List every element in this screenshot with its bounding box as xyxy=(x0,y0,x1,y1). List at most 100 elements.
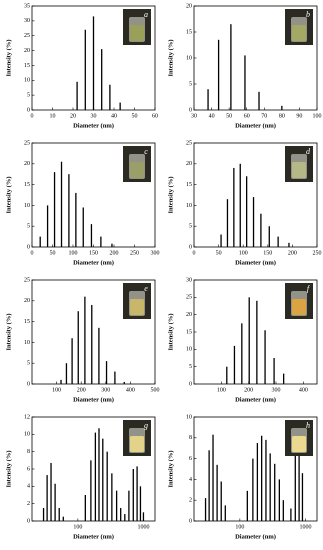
y-axis-label: Intensity (%) xyxy=(5,39,12,76)
x-tick-label: 0 xyxy=(31,250,34,256)
y-tick-label: 15 xyxy=(186,182,192,188)
vial-liquid xyxy=(130,25,144,41)
y-tick-label: 20 xyxy=(186,312,192,318)
plot-frame xyxy=(193,416,318,522)
y-tick-label: 25 xyxy=(24,277,30,283)
y-tick-label: 15 xyxy=(186,329,192,335)
x-axis-label: Diameter (nm) xyxy=(73,533,114,540)
y-tick-label: 30 xyxy=(186,277,192,283)
y-tick-label: 5 xyxy=(27,93,30,99)
panel: 0 5 10 15 20 25 100 200 300 400 500 Diameter (nm) In… xyxy=(5,277,159,403)
y-axis-label: Intensity (%) xyxy=(5,313,12,350)
x-tick-label: 30 xyxy=(91,113,97,119)
x-tick-label: 200 xyxy=(288,250,297,256)
y-tick-label: 20 xyxy=(24,48,30,54)
x-tick-label: 0 xyxy=(193,250,196,256)
x-tick-label: 10 xyxy=(50,113,56,119)
x-tick-label: 150 xyxy=(89,250,98,256)
y-tick-label: 20 xyxy=(24,161,30,167)
panel: 0 5 10 15 20 30 40 50 60 70 80 90 100 Diameter (nm) In… xyxy=(167,3,321,129)
y-tick-label: 6 xyxy=(189,456,192,462)
y-tick-label: 0 xyxy=(27,518,30,524)
y-tick-label: 0 xyxy=(189,244,192,250)
vial-liquid xyxy=(130,299,144,315)
panel-label: h xyxy=(306,421,310,430)
y-tick-label: 35 xyxy=(24,3,30,9)
panel-label: b xyxy=(306,10,310,19)
panel-label: f xyxy=(307,284,311,293)
y-tick-label: 10 xyxy=(186,414,192,420)
x-tick-label: 60 xyxy=(152,113,158,119)
x-tick-label: 70 xyxy=(261,113,267,119)
x-tick-label: 1000 xyxy=(137,524,149,530)
panel: 0 5 10 15 20 25 30 35 0 10 20 30 40 50 60 Diameter (nm)… xyxy=(5,3,158,129)
vial-liquid xyxy=(292,299,306,315)
panel: 0 2 4 6 8 10 12 100 1000 Diameter (nm) Intensity (… xyxy=(5,414,156,540)
x-axis-label: Diameter (nm) xyxy=(235,122,276,129)
y-tick-label: 5 xyxy=(27,224,30,230)
vial-liquid xyxy=(292,25,306,41)
y-tick-label: 0 xyxy=(27,381,30,387)
x-axis-label: Diameter (nm) xyxy=(235,533,276,540)
x-tick-label: 100 xyxy=(235,524,244,530)
y-tick-label: 5 xyxy=(189,364,192,370)
y-axis-label: Intensity (%) xyxy=(167,39,174,76)
x-tick-label: 100 xyxy=(239,250,248,256)
x-tick-label: 100 xyxy=(313,113,322,119)
y-axis-label: Intensity (%) xyxy=(5,176,12,213)
y-tick-label: 25 xyxy=(186,295,192,301)
y-tick-label: 10 xyxy=(186,55,192,61)
y-tick-label: 20 xyxy=(186,161,192,167)
y-tick-label: 0 xyxy=(189,107,192,113)
panel-label: c xyxy=(144,147,148,156)
y-tick-label: 5 xyxy=(27,361,30,367)
y-tick-label: 8 xyxy=(27,449,30,455)
x-tick-label: 50 xyxy=(226,113,232,119)
y-tick-label: 0 xyxy=(27,107,30,113)
x-tick-label: 150 xyxy=(263,250,272,256)
x-tick-label: 100 xyxy=(69,250,78,256)
vial-liquid xyxy=(292,162,306,178)
x-axis-label: Diameter (nm) xyxy=(235,259,276,266)
x-axis-label: Diameter (nm) xyxy=(73,259,114,266)
y-tick-label: 0 xyxy=(189,381,192,387)
x-tick-label: 400 xyxy=(299,387,308,393)
x-tick-label: 500 xyxy=(151,387,160,393)
y-axis-label: Intensity (%) xyxy=(5,450,12,487)
y-tick-label: 20 xyxy=(24,298,30,304)
y-tick-label: 15 xyxy=(24,182,30,188)
x-tick-label: 200 xyxy=(77,387,86,393)
panel-label: e xyxy=(144,284,148,293)
x-tick-label: 20 xyxy=(70,113,76,119)
panel: 0 5 10 15 20 25 30 100 200 300 400 Diameter (nm) Int… xyxy=(167,277,318,403)
x-tick-label: 250 xyxy=(130,250,139,256)
x-tick-label: 60 xyxy=(244,113,250,119)
x-tick-label: 100 xyxy=(217,387,226,393)
x-tick-label: 300 xyxy=(101,387,110,393)
y-tick-label: 25 xyxy=(24,140,30,146)
y-tick-label: 0 xyxy=(189,518,192,524)
y-axis-label: Intensity (%) xyxy=(167,450,174,487)
plot-frame xyxy=(193,142,318,248)
x-tick-label: 300 xyxy=(272,387,281,393)
x-tick-label: 100 xyxy=(73,524,82,530)
panel: 0 2 4 6 8 10 100 1000 Diameter (nm) Intensity (%)… xyxy=(167,414,318,540)
y-tick-label: 10 xyxy=(186,203,192,209)
y-tick-label: 2 xyxy=(27,501,30,507)
x-tick-label: 30 xyxy=(191,113,197,119)
x-tick-label: 90 xyxy=(296,113,302,119)
y-tick-label: 0 xyxy=(27,244,30,250)
y-tick-label: 10 xyxy=(186,347,192,353)
y-tick-label: 5 xyxy=(189,81,192,87)
x-axis-label: Diameter (nm) xyxy=(73,122,114,129)
y-tick-label: 20 xyxy=(186,3,192,9)
vial-liquid xyxy=(292,436,306,452)
vial-liquid xyxy=(130,436,144,452)
y-tick-label: 10 xyxy=(24,203,30,209)
y-tick-label: 5 xyxy=(189,224,192,230)
x-tick-label: 400 xyxy=(126,387,135,393)
vial-liquid xyxy=(130,162,144,178)
x-tick-label: 300 xyxy=(151,250,160,256)
